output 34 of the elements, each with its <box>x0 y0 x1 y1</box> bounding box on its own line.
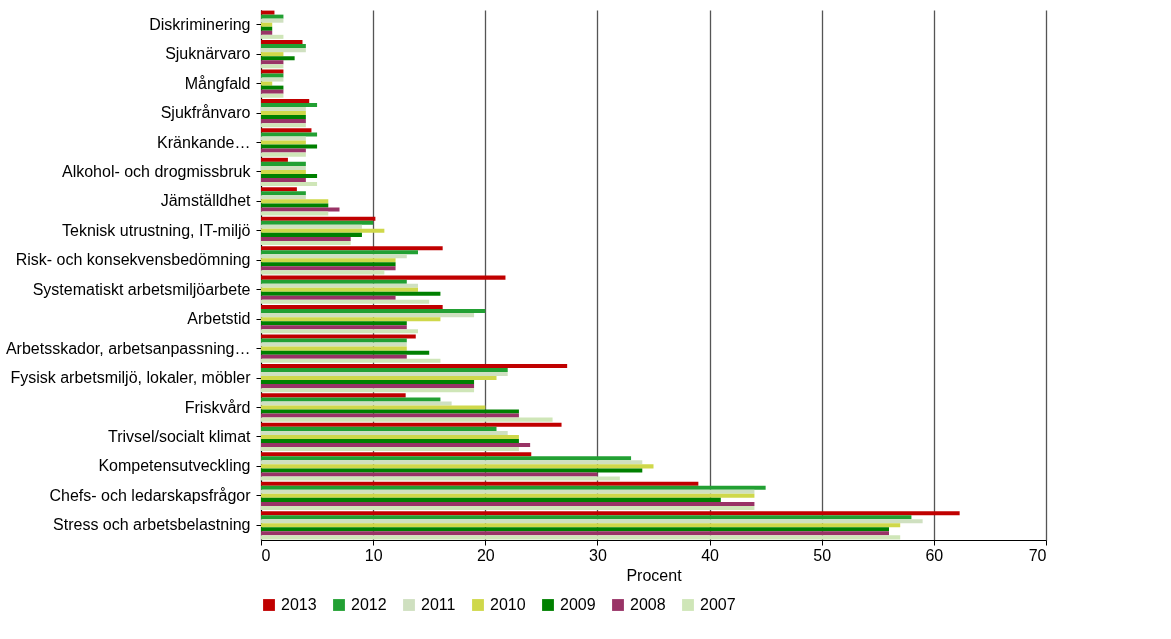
y-tick-label: Mångfald <box>184 74 251 92</box>
legend-label: 2009 <box>560 596 596 613</box>
y-tick-label: Trivsel/socialt klimat <box>107 427 252 445</box>
legend-label: 2010 <box>490 596 526 613</box>
x-tick-label: 10 <box>364 546 383 564</box>
y-tick-label: Diskriminering <box>149 15 251 33</box>
y-tick-label: Arbetstid <box>187 310 251 328</box>
y-tick-label: Fysisk arbetsmiljö, lokaler, möbler <box>10 369 252 387</box>
y-tick-label: Kränkande… <box>157 133 251 151</box>
legend-label: 2013 <box>281 596 317 613</box>
y-tick-label: Jämställdhet <box>160 192 252 210</box>
x-tick-label: 50 <box>813 546 832 564</box>
y-tick-label: Sjuknärvaro <box>165 45 251 63</box>
y-tick-label: Risk- och konsekvensbedömning <box>15 251 251 269</box>
x-axis-title: Procent <box>626 566 683 584</box>
x-tick-label: 20 <box>476 546 495 564</box>
x-tick-label: 40 <box>701 546 720 564</box>
y-tick-label: Alkohol- och drogmissbruk <box>61 162 252 180</box>
y-tick-label: Teknisk utrustning, IT-miljö <box>61 221 251 239</box>
legend-label: 2012 <box>351 596 387 613</box>
x-tick-label: 60 <box>925 546 944 564</box>
legend-label: 2007 <box>700 596 736 613</box>
y-tick-label: Stress och arbetsbelastning <box>53 516 251 534</box>
y-tick-label: Arbetsskador, arbetsanpassning… <box>5 339 251 357</box>
x-tick-label: 0 <box>261 546 271 564</box>
y-tick-label: Chefs- och ledarskapsfrågor <box>49 486 252 504</box>
y-tick-label: Friskvård <box>184 398 251 416</box>
y-tick-label: Sjukfrånvaro <box>160 104 251 122</box>
y-tick-label: Systematiskt arbetsmiljöarbete <box>32 280 251 298</box>
legend-label: 2011 <box>421 596 456 613</box>
legend-label: 2008 <box>630 596 666 613</box>
x-tick-label: 30 <box>589 546 607 564</box>
x-tick-label: 70 <box>1028 546 1047 564</box>
y-tick-label: Kompetensutveckling <box>98 457 251 475</box>
